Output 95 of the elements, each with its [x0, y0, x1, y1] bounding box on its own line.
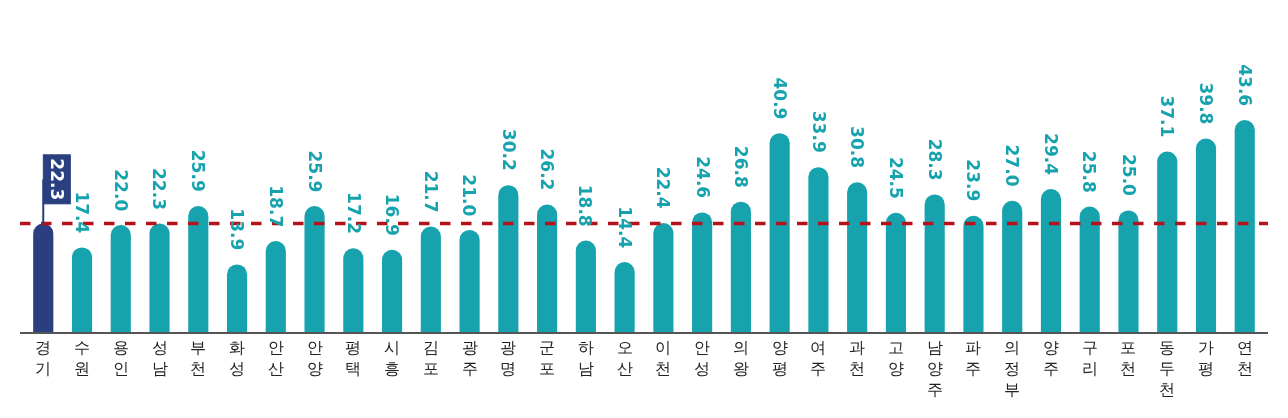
- x-tick-label: 부천: [190, 338, 207, 378]
- data-label: 17.4: [72, 191, 93, 234]
- bar: [847, 182, 868, 332]
- data-label: 43.6: [1234, 64, 1255, 107]
- bar: [1002, 200, 1023, 332]
- x-tick-label: 군포: [539, 338, 556, 378]
- x-tick-label: 오산: [616, 338, 633, 378]
- bar: [1234, 120, 1255, 332]
- data-label: 29.4: [1041, 133, 1062, 176]
- bar: [498, 185, 519, 332]
- data-label: 23.9: [963, 159, 984, 202]
- data-label: 40.9: [769, 77, 790, 120]
- bar: [692, 212, 713, 332]
- x-tick-label: 화성: [229, 338, 246, 378]
- bar: [963, 215, 984, 332]
- data-label: 25.0: [1118, 153, 1139, 197]
- bar: [653, 223, 674, 332]
- data-label: 26.2: [536, 148, 557, 191]
- x-tick-label: 하남: [577, 338, 594, 378]
- bar: [71, 247, 93, 332]
- data-label: 25.9: [304, 150, 325, 193]
- data-label: 18.8: [575, 184, 596, 227]
- x-tick-label: 구리: [1081, 338, 1098, 378]
- data-label: 37.1: [1156, 95, 1177, 138]
- x-tick-label: 연천: [1236, 338, 1253, 378]
- bar: [110, 225, 131, 332]
- x-tick-label: 안산: [267, 338, 284, 378]
- x-tick-label: 과천: [849, 338, 866, 378]
- x-tick-label: 양평: [771, 338, 788, 378]
- bar: [575, 240, 596, 332]
- x-tick-label: 광명: [500, 338, 517, 378]
- x-tick-label: 안성: [694, 338, 711, 378]
- bar: [420, 226, 441, 332]
- x-tick-label: 가평: [1197, 338, 1214, 378]
- x-tick-label: 경기: [35, 338, 52, 378]
- bar: [382, 249, 403, 332]
- bar: [1040, 189, 1062, 332]
- x-tick-label: 이천: [655, 338, 672, 378]
- bar: [188, 206, 209, 332]
- x-tick-label: 김포: [422, 338, 439, 378]
- x-tick-label: 포천: [1120, 338, 1137, 378]
- data-label: 22.0: [110, 169, 131, 212]
- data-label: 24.5: [885, 156, 906, 199]
- bar: [304, 206, 325, 332]
- data-label: 27.0: [1001, 144, 1022, 187]
- x-tick-label: 의정부: [1004, 338, 1021, 399]
- bar: [730, 201, 751, 332]
- data-label: 28.3: [925, 138, 946, 181]
- annotation: 22.3: [46, 158, 67, 201]
- data-label: 16.9: [381, 193, 402, 236]
- x-tick-label: 고양: [887, 338, 904, 378]
- data-label: 22.3: [149, 168, 170, 210]
- bar: [459, 229, 480, 332]
- x-tick-label: 평택: [345, 338, 362, 378]
- bar: [149, 223, 170, 332]
- bar: [265, 241, 286, 332]
- data-label: 25.8: [1079, 150, 1100, 193]
- bar: [343, 248, 364, 332]
- x-tick-label: 용인: [112, 338, 129, 378]
- x-tick-label: 수원: [74, 338, 91, 378]
- x-tick-label: 여주: [810, 338, 827, 378]
- x-tick-label: 동두천: [1159, 338, 1176, 399]
- bar: [1195, 138, 1217, 332]
- data-label: 13.9: [227, 208, 248, 251]
- bar: [1118, 210, 1139, 332]
- bar: [226, 264, 248, 332]
- x-tick-label: 성남: [151, 338, 168, 378]
- x-tick-label: 남양주: [926, 338, 943, 399]
- bar: [924, 194, 945, 332]
- data-label: 30.2: [498, 128, 519, 171]
- data-label: 22.4: [653, 166, 674, 209]
- data-label: 17.2: [343, 192, 364, 234]
- data-label: 25.9: [188, 149, 209, 192]
- data-label: 26.8: [730, 145, 751, 188]
- x-tick-label: 시흥: [384, 338, 401, 378]
- data-label: 30.8: [847, 126, 868, 169]
- data-label: 39.8: [1196, 82, 1217, 125]
- x-tick-label: 파주: [965, 338, 982, 378]
- bar: [1079, 206, 1100, 332]
- bar: [614, 261, 635, 332]
- bar: [1157, 151, 1178, 332]
- x-tick-label: 광주: [461, 338, 478, 378]
- data-label: 14.4: [614, 206, 635, 249]
- data-label: 33.9: [808, 110, 829, 153]
- data-label: 21.0: [459, 174, 480, 217]
- x-tick-label: 양주: [1042, 338, 1059, 378]
- x-tick-label: 안양: [306, 338, 323, 378]
- data-label: 21.7: [421, 170, 442, 213]
- data-label: 18.7: [265, 185, 286, 228]
- x-tick-label: 의왕: [732, 338, 749, 378]
- bar: [885, 212, 906, 332]
- bar: [769, 133, 790, 332]
- bar: [808, 167, 829, 332]
- data-label: 24.6: [692, 156, 713, 199]
- bar: [537, 204, 558, 332]
